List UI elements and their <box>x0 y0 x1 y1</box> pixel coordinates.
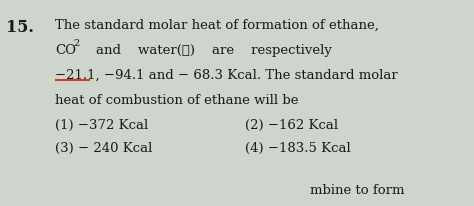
Text: mbine to form: mbine to form <box>310 183 404 196</box>
Text: The standard molar heat of formation of ethane,: The standard molar heat of formation of … <box>55 19 379 32</box>
Text: heat of combustion of ethane will be: heat of combustion of ethane will be <box>55 94 299 107</box>
Text: CO: CO <box>55 44 76 57</box>
Text: (4) −183.5 Kcal: (4) −183.5 Kcal <box>245 141 351 154</box>
Text: −21.1, −94.1 and − 68.3 Kcal. The standard molar: −21.1, −94.1 and − 68.3 Kcal. The standa… <box>55 69 398 82</box>
Text: (1) −372 Kcal: (1) −372 Kcal <box>55 118 148 131</box>
Text: (3) − 240 Kcal: (3) − 240 Kcal <box>55 141 152 154</box>
Text: and    water(ℓ)    are    respectively: and water(ℓ) are respectively <box>79 44 332 57</box>
Text: 2: 2 <box>73 39 79 48</box>
Text: 15.: 15. <box>6 19 34 36</box>
Text: (2) −162 Kcal: (2) −162 Kcal <box>245 118 338 131</box>
